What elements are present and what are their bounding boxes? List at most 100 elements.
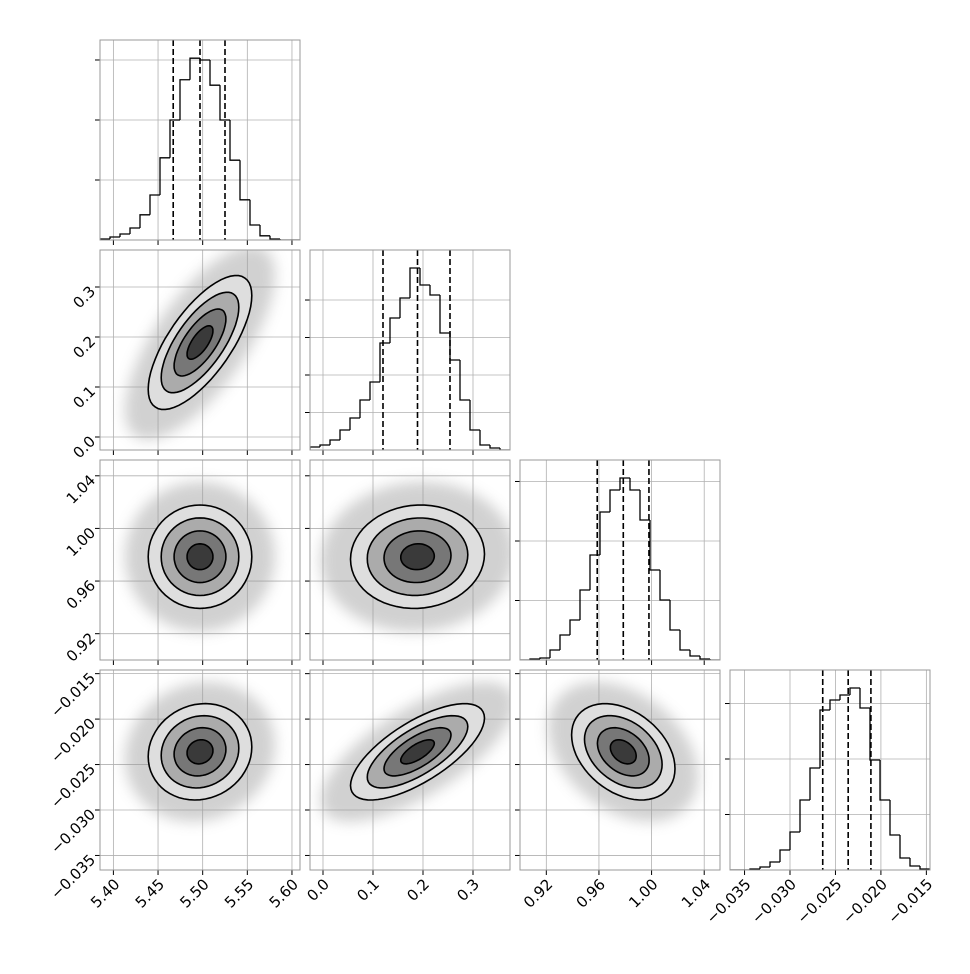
histogram-bin	[789, 831, 800, 851]
contour	[147, 274, 253, 411]
histogram-bin	[599, 511, 610, 555]
histogram-bin	[269, 235, 280, 240]
histogram-bin	[679, 630, 690, 651]
histogram-bin	[279, 238, 290, 240]
histogram-bin	[229, 119, 240, 161]
x-tick-label: −0.020	[839, 875, 891, 927]
x-tick-label: 1.04	[678, 875, 714, 911]
histogram-bin	[129, 227, 140, 234]
x-tick-label: 5.55	[221, 875, 257, 911]
contour	[147, 504, 253, 610]
y-tick-label: −0.025	[47, 760, 99, 812]
histogram-bin	[849, 687, 860, 696]
contour	[349, 504, 486, 610]
histogram-bin	[179, 79, 190, 120]
histogram-bin	[449, 333, 460, 361]
contour	[366, 714, 469, 789]
panel	[100, 670, 300, 870]
histogram-bin	[409, 267, 420, 298]
x-tick-label: 0.3	[453, 875, 483, 905]
histogram-bin	[100, 238, 110, 240]
panel-frame	[519, 459, 721, 661]
histogram-bin	[629, 477, 640, 491]
contour	[400, 739, 436, 765]
x-tick-label: 0.96	[573, 875, 609, 911]
contour	[400, 543, 436, 571]
contour	[147, 702, 253, 801]
histogram-bin	[219, 85, 230, 121]
histogram-bin	[239, 160, 250, 201]
panel-frame	[99, 249, 301, 451]
histogram-bin	[919, 866, 930, 870]
histogram-bin	[819, 709, 830, 769]
contour	[609, 739, 638, 765]
density-fill	[187, 543, 213, 570]
histogram-bin	[459, 360, 470, 401]
x-tick-label: −0.030	[748, 875, 800, 927]
y-tick-label: 1.04	[63, 471, 99, 507]
histogram-bin	[319, 444, 330, 447]
histogram-bin	[699, 656, 710, 660]
histogram-bin	[619, 477, 630, 490]
histogram-bin	[339, 429, 350, 441]
panel	[100, 40, 300, 240]
histogram-bin	[359, 399, 370, 418]
histogram-bin	[199, 58, 210, 61]
x-tick-label: 0.2	[403, 875, 433, 905]
x-tick-label: −0.015	[884, 875, 936, 927]
histogram-bin	[609, 489, 620, 513]
histogram-bin	[859, 687, 870, 709]
histogram-bin	[349, 417, 360, 430]
histogram-bin	[429, 285, 440, 296]
x-tick-label: 5.50	[176, 875, 212, 911]
density-fill	[400, 543, 435, 570]
histogram-bin	[799, 799, 810, 832]
x-tick-label: 0.1	[353, 875, 383, 905]
histogram-bin	[369, 381, 380, 400]
histogram-bin	[119, 233, 130, 237]
contour	[173, 530, 227, 584]
panel	[520, 670, 720, 870]
x-tick-label: −0.025	[793, 875, 845, 927]
contour	[160, 517, 240, 597]
x-tick-label: 5.40	[87, 875, 123, 911]
histogram-bin	[469, 399, 480, 431]
panel	[730, 670, 930, 870]
contour	[383, 530, 452, 584]
histogram-bin	[439, 294, 450, 334]
panel-frame	[309, 249, 511, 451]
histogram-bin	[559, 634, 570, 651]
histogram-bin	[659, 569, 670, 601]
histogram-bin	[399, 297, 410, 319]
y-tick-label: 0.2	[70, 332, 100, 362]
panel-frame	[99, 39, 301, 241]
contour	[349, 702, 486, 801]
contour	[173, 726, 227, 777]
histogram-bin	[209, 59, 220, 86]
histogram-bin	[639, 489, 650, 521]
histogram-bin	[159, 157, 170, 195]
panel-frame	[729, 669, 931, 871]
contour	[366, 517, 469, 597]
panel	[520, 460, 720, 660]
histogram-bin	[899, 834, 910, 859]
histogram-bin	[909, 858, 920, 867]
panel	[100, 460, 300, 660]
histogram-bin	[169, 119, 180, 158]
contour	[383, 726, 452, 777]
contour	[173, 308, 227, 377]
histogram-bin	[499, 447, 510, 450]
histogram-bin	[310, 446, 320, 450]
histogram-bin	[329, 439, 340, 445]
histogram-bin	[769, 861, 780, 868]
panel-frame	[99, 459, 301, 661]
histogram-bin	[689, 650, 700, 657]
panel-frame	[519, 669, 721, 871]
histogram-bin	[579, 589, 590, 621]
y-tick-label: −0.030	[47, 805, 99, 857]
histogram-bin	[779, 849, 790, 863]
panel	[310, 460, 510, 660]
histogram-bin	[109, 236, 120, 239]
histogram-bin	[589, 554, 600, 591]
